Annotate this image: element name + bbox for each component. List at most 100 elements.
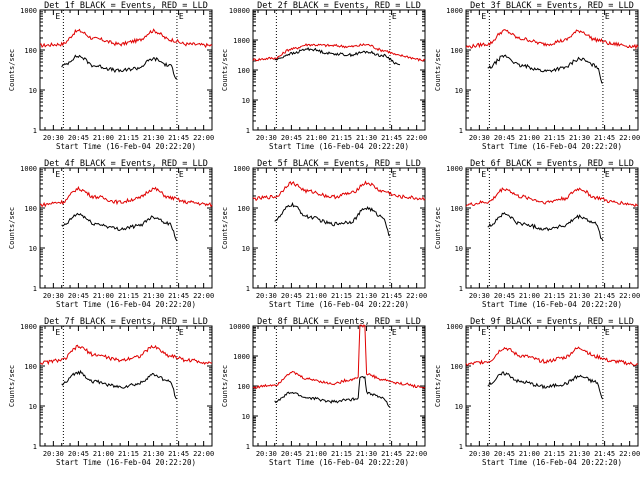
lld-series-line	[39, 28, 213, 49]
y-axis-label: Counts/sec	[8, 207, 16, 249]
marker-e-right: E	[179, 12, 184, 21]
x-axis-label: Start Time (16-Feb-04 20:22:20)	[269, 142, 409, 151]
plot-frame	[252, 325, 426, 447]
plot-frame	[465, 325, 639, 447]
y-tick-label: 1000	[20, 323, 37, 331]
lld-series-line	[39, 185, 213, 208]
x-axis-label: Start Time (16-Feb-04 20:22:20)	[269, 300, 409, 309]
y-tick-label: 1000	[446, 7, 463, 15]
y-tick-label: 1000	[233, 37, 250, 45]
x-tick-label: 21:30	[569, 292, 590, 300]
x-tick-label: 20:45	[494, 450, 515, 458]
x-tick-label: 20:45	[494, 134, 515, 142]
y-tick-label: 1	[246, 285, 250, 293]
y-tick-label: 100	[24, 205, 37, 213]
events-series-line	[61, 54, 178, 80]
x-tick-label: 21:00	[519, 134, 540, 142]
x-tick-label: 21:15	[331, 134, 352, 142]
x-tick-label: 20:30	[256, 292, 277, 300]
panel-title: Det 2f BLACK = Events, RED = LLD	[257, 1, 421, 11]
x-tick-label: 21:45	[381, 292, 402, 300]
panel-title: Det 1f BLACK = Events, RED = LLD	[44, 1, 208, 11]
x-tick-label: 21:00	[93, 450, 114, 458]
x-tick-label: 20:30	[256, 450, 277, 458]
x-tick-label: 20:45	[281, 450, 302, 458]
x-tick-label: 22:00	[619, 292, 640, 300]
x-tick-label: 21:45	[168, 134, 189, 142]
y-axis-label: Counts/sec	[221, 365, 229, 407]
x-axis-label: Start Time (16-Feb-04 20:22:20)	[269, 458, 409, 467]
detector-panel: Det 2f BLACK = Events, RED = LLD 1 10 100 10…	[221, 1, 427, 151]
x-tick-label: 20:30	[469, 292, 490, 300]
marker-e-right: E	[392, 170, 397, 179]
marker-e-left: E	[481, 12, 486, 21]
detector-panel: Det 3f BLACK = Events, RED = LLD 1 10 100 10…	[434, 1, 640, 151]
x-tick-label: 21:45	[381, 450, 402, 458]
x-tick-label: 20:45	[281, 134, 302, 142]
lld-series-line	[252, 180, 426, 202]
x-tick-label: 21:15	[544, 134, 565, 142]
y-tick-label: 10	[29, 245, 37, 253]
detector-panel: Det 5f BLACK = Events, RED = LLD 1 10 100 10…	[221, 159, 427, 309]
y-tick-label: 1000	[446, 323, 463, 331]
x-tick-label: 22:00	[193, 292, 214, 300]
marker-e-right: E	[392, 328, 397, 337]
x-tick-label: 20:45	[68, 450, 89, 458]
x-tick-label: 21:15	[118, 134, 139, 142]
plot-frame	[465, 167, 639, 289]
y-tick-label: 1	[246, 127, 250, 135]
lld-series-line	[465, 346, 639, 367]
lld-series-line	[252, 324, 426, 390]
events-series-line	[61, 369, 178, 400]
x-tick-label: 21:45	[594, 134, 615, 142]
x-tick-label: 21:30	[143, 292, 164, 300]
detector-panel: Det 1f BLACK = Events, RED = LLD 1 10 100 10…	[8, 1, 214, 151]
x-tick-label: 21:15	[544, 292, 565, 300]
x-tick-label: 21:45	[168, 450, 189, 458]
plot-frame	[465, 9, 639, 131]
panel-title: Det 5f BLACK = Events, RED = LLD	[257, 159, 421, 169]
y-tick-label: 1000	[20, 165, 37, 173]
plot-frame	[39, 167, 213, 289]
panel-title: Det 3f BLACK = Events, RED = LLD	[470, 1, 634, 11]
y-axis-label: Counts/sec	[434, 207, 442, 249]
x-tick-label: 21:15	[331, 292, 352, 300]
y-axis-label: Counts/sec	[8, 365, 16, 407]
x-axis-label: Start Time (16-Feb-04 20:22:20)	[482, 142, 622, 151]
events-series-line	[487, 54, 603, 84]
events-series-line	[61, 212, 178, 242]
y-tick-label: 1	[33, 127, 37, 135]
x-tick-label: 21:00	[93, 292, 114, 300]
y-tick-label: 1	[33, 285, 37, 293]
marker-e-right: E	[392, 12, 397, 21]
y-axis-label: Counts/sec	[8, 49, 16, 91]
x-tick-label: 20:30	[256, 134, 277, 142]
x-tick-label: 22:00	[406, 450, 427, 458]
panel-title: Det 7f BLACK = Events, RED = LLD	[44, 317, 208, 327]
x-tick-label: 21:30	[356, 292, 377, 300]
lld-series-line	[252, 43, 426, 62]
y-tick-label: 1000	[233, 165, 250, 173]
x-tick-label: 20:45	[494, 292, 515, 300]
x-tick-label: 20:30	[43, 134, 64, 142]
x-tick-label: 21:45	[381, 134, 402, 142]
x-axis-label: Start Time (16-Feb-04 20:22:20)	[482, 458, 622, 467]
x-tick-label: 20:30	[43, 292, 64, 300]
x-tick-label: 21:00	[519, 450, 540, 458]
y-tick-label: 10	[29, 403, 37, 411]
y-tick-label: 100	[450, 363, 463, 371]
y-axis-label: Counts/sec	[221, 207, 229, 249]
events-series-line	[487, 371, 604, 400]
y-axis-label: Counts/sec	[221, 49, 229, 91]
y-tick-label: 10000	[229, 7, 250, 15]
y-tick-label: 100	[237, 67, 250, 75]
x-axis-label: Start Time (16-Feb-04 20:22:20)	[482, 300, 622, 309]
x-tick-label: 20:30	[469, 134, 490, 142]
y-tick-label: 100	[24, 363, 37, 371]
y-tick-label: 10	[455, 403, 463, 411]
x-tick-label: 21:00	[306, 450, 327, 458]
y-tick-label: 10	[455, 87, 463, 95]
detector-panel: Det 8f BLACK = Events, RED = LLD 1 10 100 10…	[221, 317, 427, 467]
y-tick-label: 1000	[233, 353, 250, 361]
